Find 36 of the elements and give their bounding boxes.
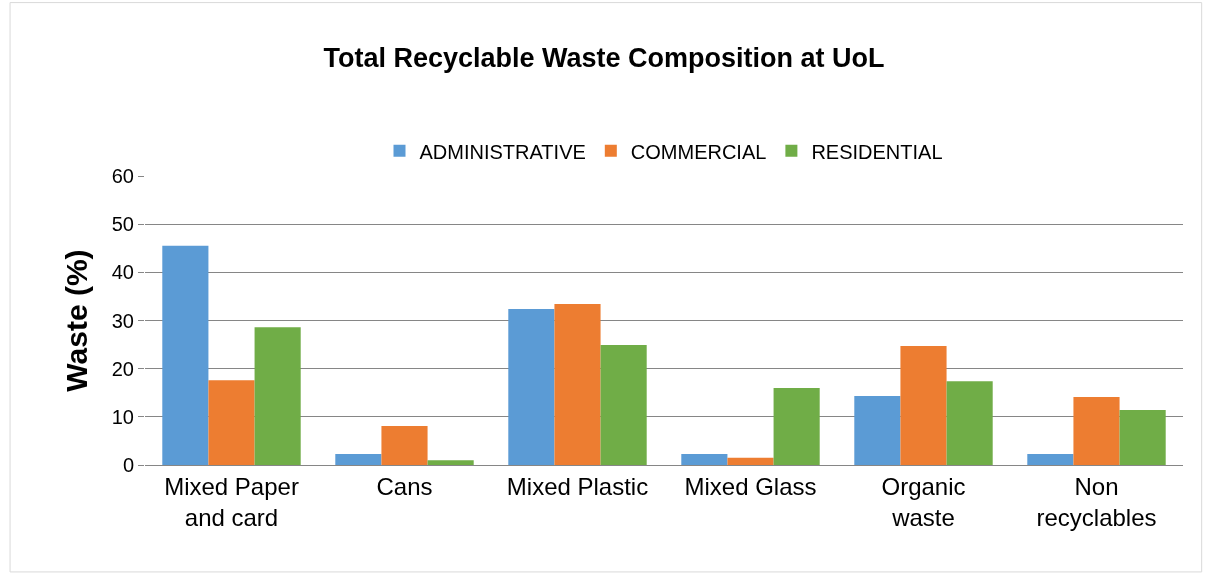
x-tick-label: Mixed Glass <box>684 472 817 500</box>
bar <box>508 308 555 465</box>
bar <box>208 380 255 465</box>
y-tick-label: 0 <box>122 454 134 476</box>
x-tick-label: Mixed Plastic <box>506 472 649 500</box>
y-tick-label: 40 <box>111 261 134 284</box>
x-tick-label: Organic waste <box>881 472 966 531</box>
bar <box>427 460 474 465</box>
bar <box>554 304 601 465</box>
legend-label: COMMERCIAL <box>630 140 767 163</box>
bar <box>900 346 947 465</box>
x-tick-label: Mixed Paper and card <box>164 472 299 531</box>
x-tick-label: Cans <box>376 472 433 500</box>
y-axis-title: Waste (%) <box>59 249 93 392</box>
y-tick-label: 10 <box>111 405 134 428</box>
bar <box>162 245 209 465</box>
bar <box>1119 410 1166 465</box>
y-tick-label: 30 <box>111 309 134 332</box>
y-tick-label: 60 <box>111 165 134 187</box>
bar <box>335 453 382 465</box>
legend-label: ADMINISTRATIVE <box>419 140 586 163</box>
bar <box>381 425 428 465</box>
bar <box>600 345 647 465</box>
y-tick-label: 20 <box>111 357 134 380</box>
bar <box>727 457 774 465</box>
bar <box>854 396 901 465</box>
chart-title: Total Recyclable Waste Composition at UoL <box>323 42 885 73</box>
x-tick-label: Non recyclables <box>1036 472 1157 531</box>
bar <box>1027 453 1074 465</box>
legend-label: RESIDENTIAL <box>811 140 943 163</box>
y-tick-label: 50 <box>111 213 134 236</box>
bar <box>773 387 820 465</box>
bar <box>681 453 728 465</box>
bar <box>254 327 301 465</box>
bar <box>946 381 993 465</box>
bar <box>1073 397 1120 465</box>
